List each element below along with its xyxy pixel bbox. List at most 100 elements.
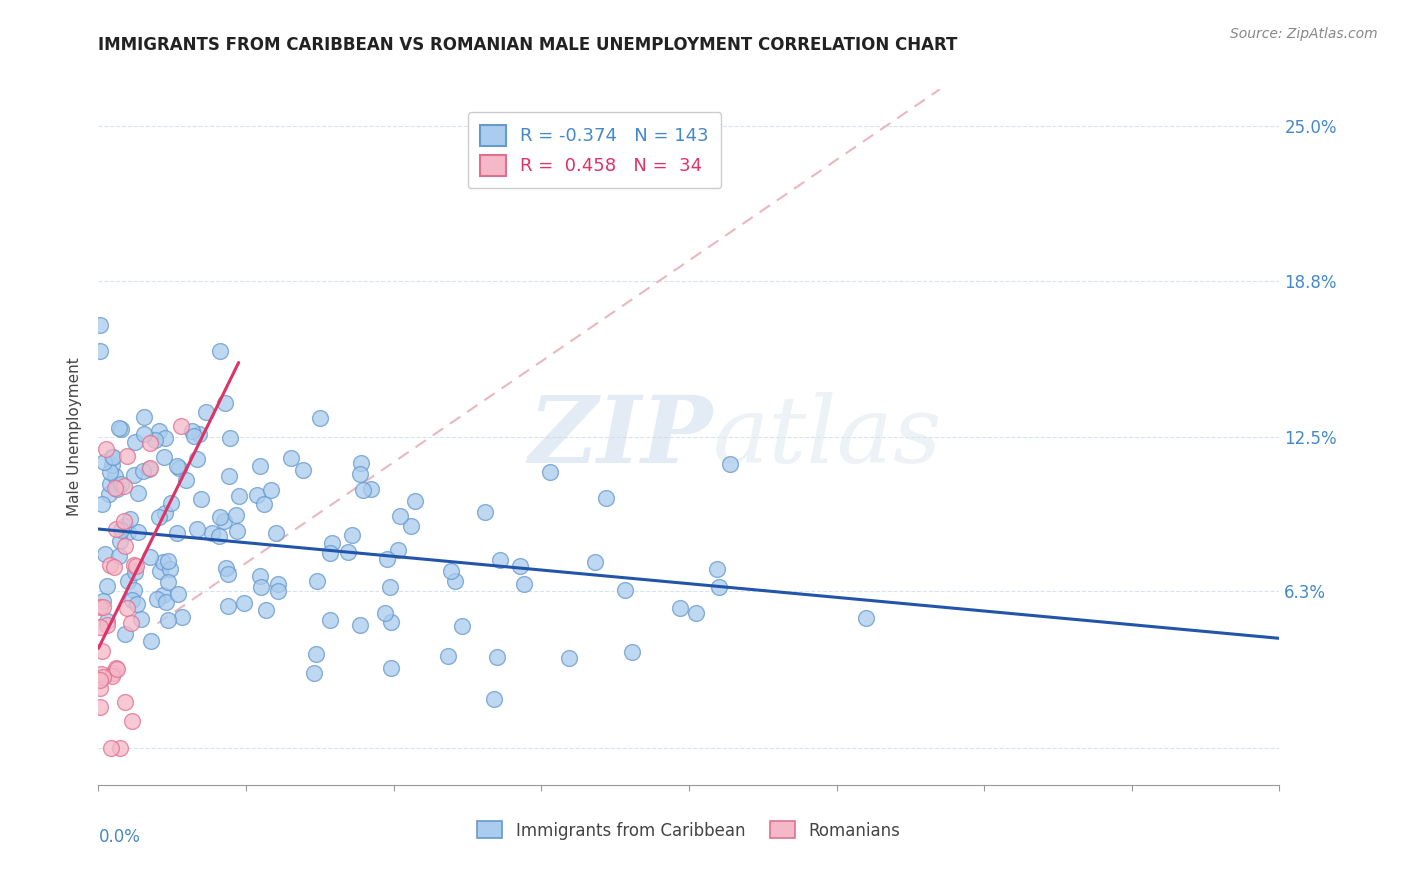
Point [167, 460, 190, 475]
Point [110, 422, 132, 436]
Point [139, 550, 162, 565]
Point [139, 436, 162, 450]
Point [558, 651, 581, 665]
Point [195, 405, 218, 419]
Point [219, 431, 242, 445]
Point [89, 600, 111, 615]
Point [707, 580, 730, 594]
Y-axis label: Male Unemployment: Male Unemployment [66, 358, 82, 516]
Point [125, 597, 148, 611]
Point [89, 318, 111, 333]
Point [436, 649, 458, 664]
Point [108, 740, 131, 755]
Point [115, 601, 138, 615]
Point [98, 487, 121, 501]
Point [233, 596, 256, 610]
Point [153, 450, 176, 465]
Point [132, 464, 155, 478]
Point [214, 515, 236, 529]
Point [89, 344, 111, 359]
Point [89, 620, 111, 634]
Point [157, 613, 180, 627]
Point [124, 467, 146, 482]
Point [225, 508, 247, 522]
Point [112, 514, 135, 528]
Point [217, 599, 239, 613]
Point [337, 544, 360, 558]
Point [538, 465, 561, 479]
Point [291, 463, 314, 477]
Point [110, 477, 132, 491]
Point [321, 536, 343, 550]
Point [340, 528, 363, 542]
Point [118, 512, 141, 526]
Legend: Immigrants from Caribbean, Romanians: Immigrants from Caribbean, Romanians [471, 814, 907, 847]
Point [157, 554, 180, 568]
Point [308, 411, 330, 425]
Point [149, 565, 172, 579]
Point [305, 647, 328, 661]
Point [148, 510, 170, 524]
Point [159, 562, 181, 576]
Point [266, 583, 288, 598]
Text: atlas: atlas [713, 392, 942, 482]
Point [148, 424, 170, 438]
Point [103, 560, 125, 574]
Point [127, 524, 149, 539]
Point [174, 473, 197, 487]
Point [404, 494, 426, 508]
Point [98, 558, 121, 572]
Point [855, 611, 877, 625]
Point [107, 421, 129, 435]
Point [183, 429, 205, 443]
Point [134, 409, 156, 424]
Point [187, 426, 209, 441]
Point [89, 700, 111, 714]
Point [129, 612, 152, 626]
Point [89, 673, 111, 687]
Point [208, 529, 231, 543]
Point [101, 458, 124, 472]
Point [125, 559, 148, 574]
Point [104, 661, 127, 675]
Point [114, 695, 136, 709]
Point [110, 534, 132, 549]
Point [509, 559, 531, 574]
Point [114, 539, 136, 553]
Point [380, 580, 402, 594]
Point [486, 649, 509, 664]
Point [250, 580, 273, 594]
Point [399, 519, 422, 533]
Point [267, 577, 290, 591]
Point [146, 592, 169, 607]
Point [319, 546, 342, 560]
Point [153, 431, 176, 445]
Point [374, 606, 396, 620]
Point [254, 603, 277, 617]
Point [170, 418, 193, 433]
Point [152, 555, 174, 569]
Point [90, 666, 112, 681]
Point [91, 670, 114, 684]
Point [96, 614, 118, 628]
Point [264, 526, 287, 541]
Point [280, 451, 302, 466]
Point [143, 433, 166, 447]
Point [121, 593, 143, 607]
Point [214, 396, 236, 410]
Point [488, 553, 510, 567]
Point [110, 523, 132, 537]
Point [474, 505, 496, 519]
Point [124, 434, 146, 449]
Point [246, 488, 269, 502]
Point [614, 582, 637, 597]
Point [201, 525, 224, 540]
Point [152, 588, 174, 602]
Point [141, 634, 163, 648]
Point [352, 483, 374, 498]
Point [93, 547, 115, 561]
Point [117, 524, 139, 539]
Point [114, 518, 136, 533]
Point [166, 459, 188, 474]
Point [215, 561, 238, 575]
